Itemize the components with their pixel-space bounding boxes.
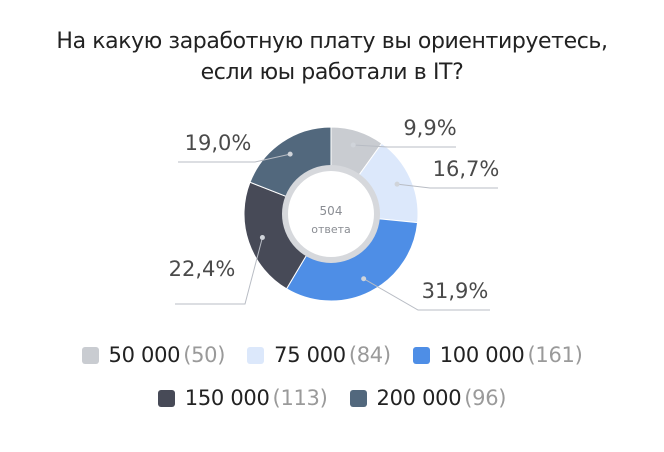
legend-count-200000: (96) bbox=[464, 386, 507, 410]
chart-title-line-1: На какую заработную плату вы ориентирует… bbox=[56, 29, 608, 54]
legend-count-150000: (113) bbox=[272, 386, 328, 410]
legend-item-50000: 50 000 (50) bbox=[81, 343, 226, 367]
callout-dot-200000 bbox=[287, 151, 293, 157]
legend-row-1: 50 000 (50) 75 000 (84) 100 000 (161) bbox=[0, 343, 664, 367]
callout-line-50000 bbox=[353, 144, 456, 148]
legend-label-150000: 150 000 bbox=[184, 386, 270, 410]
legend-label-50000: 50 000 bbox=[108, 343, 181, 367]
data-label-75000: 16,7% bbox=[433, 157, 500, 181]
callout-dot-150000 bbox=[259, 235, 265, 241]
legend-label-100000: 100 000 bbox=[439, 343, 525, 367]
center-total-label: ответа bbox=[311, 223, 351, 236]
center-total-value: 504 bbox=[320, 204, 343, 218]
data-label-200000: 19,0% bbox=[185, 131, 252, 155]
legend-item-100000: 100 000 (161) bbox=[412, 343, 583, 367]
callout-dot-50000 bbox=[350, 142, 356, 148]
legend-label-75000: 75 000 bbox=[274, 343, 346, 367]
legend-swatch-50000 bbox=[81, 346, 99, 364]
legend-item-200000: 200 000 (96) bbox=[349, 386, 507, 410]
legend-swatch-200000 bbox=[349, 389, 367, 407]
callout-dot-75000 bbox=[394, 181, 400, 187]
chart-title-line-2: если юы работали в IT? bbox=[200, 60, 464, 85]
legend-swatch-75000 bbox=[247, 346, 265, 364]
legend-count-50000: (50) bbox=[183, 343, 226, 367]
donut-center-ring bbox=[282, 165, 380, 263]
data-label-50000: 9,9% bbox=[403, 116, 456, 140]
legend-item-75000: 75 000 (84) bbox=[247, 343, 391, 367]
callout-line-100000 bbox=[363, 278, 490, 311]
callout-dot-100000 bbox=[361, 276, 367, 282]
legend-count-100000: (161) bbox=[527, 343, 583, 367]
callout-line-150000 bbox=[175, 237, 263, 305]
chart-title: На какую заработную плату вы ориентирует… bbox=[0, 26, 664, 88]
legend-swatch-100000 bbox=[412, 346, 430, 364]
legend-item-150000: 150 000 (113) bbox=[157, 386, 328, 410]
legend-label-200000: 200 000 bbox=[376, 386, 462, 410]
legend-count-75000: (84) bbox=[348, 343, 391, 367]
callout-line-200000 bbox=[178, 153, 291, 163]
data-label-150000: 22,4% bbox=[169, 257, 236, 281]
data-label-100000: 31,9% bbox=[422, 279, 489, 303]
legend-swatch-150000 bbox=[157, 389, 175, 407]
legend-row-2: 150 000 (113) 200 000 (96) bbox=[0, 386, 664, 410]
callout-line-75000 bbox=[397, 183, 498, 189]
